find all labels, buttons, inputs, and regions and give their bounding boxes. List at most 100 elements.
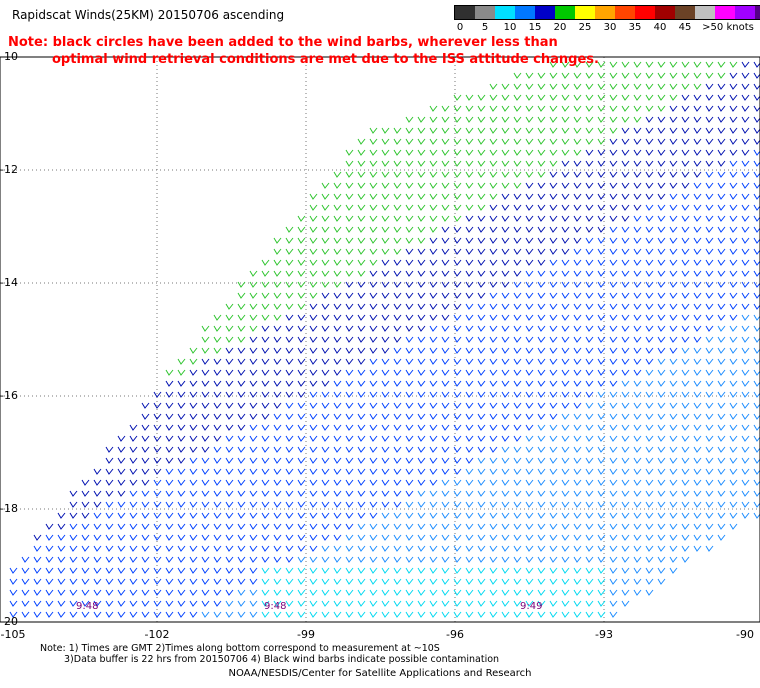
wind-barb [153, 391, 162, 398]
wind-barb [693, 468, 702, 475]
wind-barb [225, 589, 234, 596]
wind-barb [225, 490, 234, 497]
wind-barb [441, 336, 450, 343]
wind-barb [741, 259, 750, 266]
wind-barb [597, 600, 606, 607]
wind-barb [441, 160, 450, 167]
wind-barb [645, 501, 654, 508]
wind-barb [645, 83, 654, 90]
wind-barb [513, 303, 522, 310]
wind-barb [333, 611, 342, 618]
wind-barb [693, 314, 702, 321]
wind-barb [477, 578, 486, 585]
wind-barb [621, 171, 630, 178]
wind-barb [129, 611, 138, 618]
wind-barb [297, 281, 306, 288]
wind-barb [537, 237, 546, 244]
wind-barb [357, 171, 366, 178]
wind-barb [369, 523, 378, 530]
wind-barb [597, 237, 606, 244]
wind-barb [633, 303, 642, 310]
wind-barb [369, 578, 378, 585]
wind-barb [261, 325, 270, 332]
wind-barb [561, 347, 570, 354]
wind-barb [477, 149, 486, 156]
wind-barb [285, 391, 294, 398]
wind-barb [357, 204, 366, 211]
wind-barb [513, 501, 522, 508]
wind-barb [729, 402, 738, 409]
wind-barb [165, 578, 174, 585]
wind-barb [321, 358, 330, 365]
wind-barb [489, 182, 498, 189]
wind-barb [705, 149, 714, 156]
wind-barb [753, 391, 760, 398]
wind-barb [693, 149, 702, 156]
wind-barb [333, 281, 342, 288]
wind-barb [297, 237, 306, 244]
wind-barb [129, 501, 138, 508]
wind-barb [165, 512, 174, 519]
wind-barb [489, 127, 498, 134]
wind-barb [489, 523, 498, 530]
wind-barb [585, 259, 594, 266]
wind-barb [237, 402, 246, 409]
wind-barb [549, 457, 558, 464]
wind-barb [321, 435, 330, 442]
wind-barb [525, 83, 534, 90]
wind-barb [465, 402, 474, 409]
wind-barb [189, 413, 198, 420]
wind-barb [57, 611, 66, 618]
wind-barb [453, 468, 462, 475]
wind-barb [189, 391, 198, 398]
wind-barb [669, 105, 678, 112]
wind-barb [705, 160, 714, 167]
wind-barb [393, 347, 402, 354]
wind-barb [321, 259, 330, 266]
wind-barb [501, 237, 510, 244]
wind-barb [489, 369, 498, 376]
wind-barb [369, 611, 378, 618]
wind-barb [141, 501, 150, 508]
wind-barb [297, 413, 306, 420]
wind-barb [333, 534, 342, 541]
wind-barb [657, 94, 666, 101]
wind-barb [465, 204, 474, 211]
wind-barb [237, 380, 246, 387]
wind-barb [441, 402, 450, 409]
wind-barb [465, 369, 474, 376]
wind-barb [609, 325, 618, 332]
wind-barb [117, 490, 126, 497]
wind-barb [9, 611, 18, 618]
wind-barb [141, 556, 150, 563]
wind-barb [669, 435, 678, 442]
wind-barb [501, 281, 510, 288]
wind-barb [93, 512, 102, 519]
wind-barb [513, 336, 522, 343]
wind-barb [513, 83, 522, 90]
wind-barb [405, 171, 414, 178]
wind-barb [585, 534, 594, 541]
wind-barb [501, 424, 510, 431]
wind-barb [477, 193, 486, 200]
wind-barb [477, 182, 486, 189]
colorbar-swatch [695, 6, 715, 19]
wind-barb [717, 292, 726, 299]
wind-barb [489, 292, 498, 299]
wind-barb [657, 116, 666, 123]
wind-barb [297, 457, 306, 464]
wind-barb [273, 567, 282, 574]
wind-barb [549, 193, 558, 200]
wind-barb [597, 248, 606, 255]
wind-barb [105, 611, 114, 618]
wind-barb [465, 336, 474, 343]
wind-barb [513, 281, 522, 288]
wind-barb [717, 237, 726, 244]
wind-barb [465, 358, 474, 365]
wind-barb [441, 611, 450, 618]
wind-barb [549, 182, 558, 189]
wind-barb [129, 578, 138, 585]
wind-barb [681, 215, 690, 222]
wind-barb [633, 347, 642, 354]
wind-barb [357, 347, 366, 354]
